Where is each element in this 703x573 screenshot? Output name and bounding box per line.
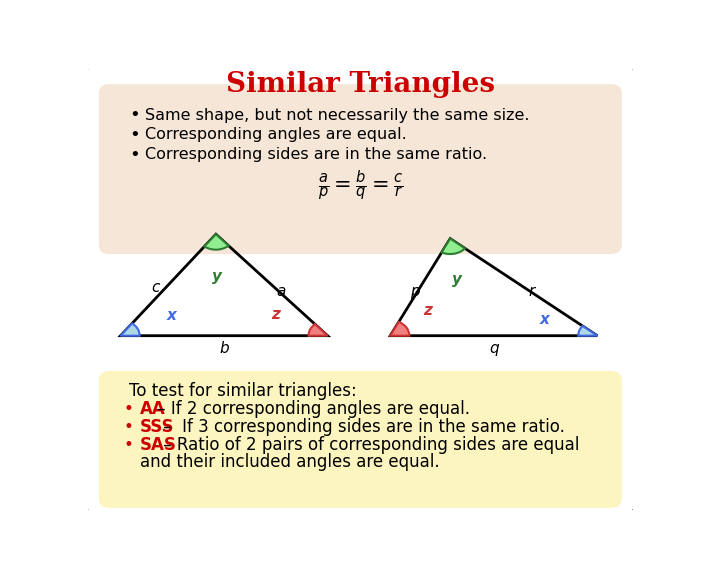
Text: – Ratio of 2 pairs of corresponding sides are equal: – Ratio of 2 pairs of corresponding side… xyxy=(158,435,580,454)
Text: •: • xyxy=(129,106,140,124)
Wedge shape xyxy=(441,238,465,254)
Text: and their included angles are equal.: and their included angles are equal. xyxy=(140,453,439,472)
Text: q: q xyxy=(489,342,498,356)
Text: y: y xyxy=(453,272,463,288)
Text: •: • xyxy=(124,435,134,454)
Text: AA: AA xyxy=(140,401,165,418)
Text: c: c xyxy=(152,280,160,295)
Text: Corresponding angles are equal.: Corresponding angles are equal. xyxy=(145,127,407,143)
Text: $\frac{a}{p} = \frac{b}{q} = \frac{c}{r}$: $\frac{a}{p} = \frac{b}{q} = \frac{c}{r}… xyxy=(318,168,403,203)
Text: •: • xyxy=(124,401,134,418)
Wedge shape xyxy=(578,326,598,336)
Text: SAS: SAS xyxy=(140,435,176,454)
Wedge shape xyxy=(121,323,140,336)
Text: Corresponding sides are in the same ratio.: Corresponding sides are in the same rati… xyxy=(145,147,487,162)
Text: x: x xyxy=(539,312,549,327)
Wedge shape xyxy=(309,324,328,336)
Text: r: r xyxy=(529,284,535,299)
FancyBboxPatch shape xyxy=(98,84,622,254)
Wedge shape xyxy=(390,322,409,336)
Text: Similar Triangles: Similar Triangles xyxy=(226,70,495,98)
Text: y: y xyxy=(212,269,222,284)
Text: b: b xyxy=(219,342,229,356)
Text: x: x xyxy=(167,308,177,323)
FancyBboxPatch shape xyxy=(85,66,636,512)
Text: a: a xyxy=(276,284,286,299)
Text: •: • xyxy=(129,126,140,144)
Text: p: p xyxy=(410,284,420,299)
Text: z: z xyxy=(271,307,280,322)
Text: •: • xyxy=(124,418,134,436)
Text: •: • xyxy=(129,146,140,164)
Text: –  If 3 corresponding sides are in the same ratio.: – If 3 corresponding sides are in the sa… xyxy=(158,418,565,436)
Text: SSS: SSS xyxy=(140,418,174,436)
Wedge shape xyxy=(205,234,228,250)
FancyBboxPatch shape xyxy=(98,371,622,508)
Text: To test for similar triangles:: To test for similar triangles: xyxy=(129,382,356,400)
Text: z: z xyxy=(423,303,432,317)
Text: – If 2 corresponding angles are equal.: – If 2 corresponding angles are equal. xyxy=(152,401,470,418)
Text: Same shape, but not necessarily the same size.: Same shape, but not necessarily the same… xyxy=(145,108,529,123)
